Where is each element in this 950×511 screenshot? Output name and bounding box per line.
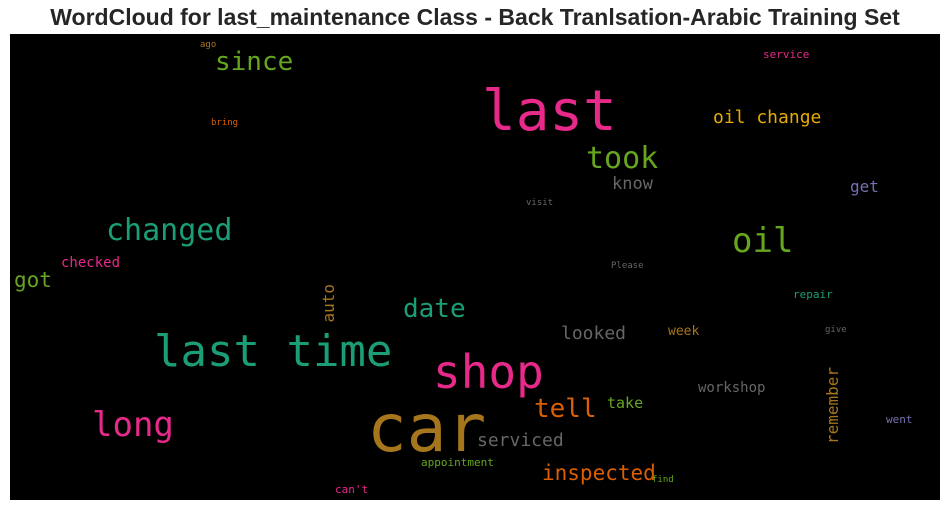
word-please: Please [611, 261, 644, 271]
word-oil-change: oil change [713, 107, 822, 128]
word-take: take [607, 394, 644, 412]
word-last: last [482, 79, 617, 144]
word-visit: visit [526, 198, 554, 208]
word-oil: oil [732, 221, 794, 261]
word-repair: repair [793, 288, 833, 301]
word-appointment: appointment [421, 456, 494, 469]
word-get: get [850, 177, 879, 196]
word-car: car [367, 390, 487, 467]
word-date: date [403, 294, 466, 324]
word-tell: tell [534, 394, 597, 424]
word-long: long [92, 405, 174, 445]
word-checked: checked [61, 255, 121, 271]
word-know: know [612, 174, 653, 194]
word-went: went [886, 413, 913, 426]
word-auto: auto [319, 284, 338, 323]
word-week: week [668, 324, 700, 339]
word-remember: remember [823, 367, 842, 445]
word-serviced: serviced [477, 430, 564, 451]
word-service: service [763, 48, 810, 61]
word-changed: changed [106, 213, 233, 248]
word-took: took [586, 141, 659, 176]
word-since: since [215, 47, 294, 77]
word-workshop: workshop [698, 380, 766, 396]
word-inspected: inspected [542, 461, 656, 485]
word-got: got [14, 268, 52, 292]
word-ago: ago [200, 40, 217, 50]
word-bring: bring [211, 118, 239, 128]
word-find: find [652, 475, 674, 485]
word-give: give [825, 325, 847, 335]
word-can-t: can't [335, 483, 369, 496]
chart-title: WordCloud for last_maintenance Class - B… [50, 4, 900, 30]
wordcloud-canvas: car last shop last time long oil changed took si… [10, 34, 940, 500]
word-last-time: last time [154, 326, 393, 377]
word-shop: shop [433, 345, 544, 399]
word-looked: looked [561, 323, 627, 344]
